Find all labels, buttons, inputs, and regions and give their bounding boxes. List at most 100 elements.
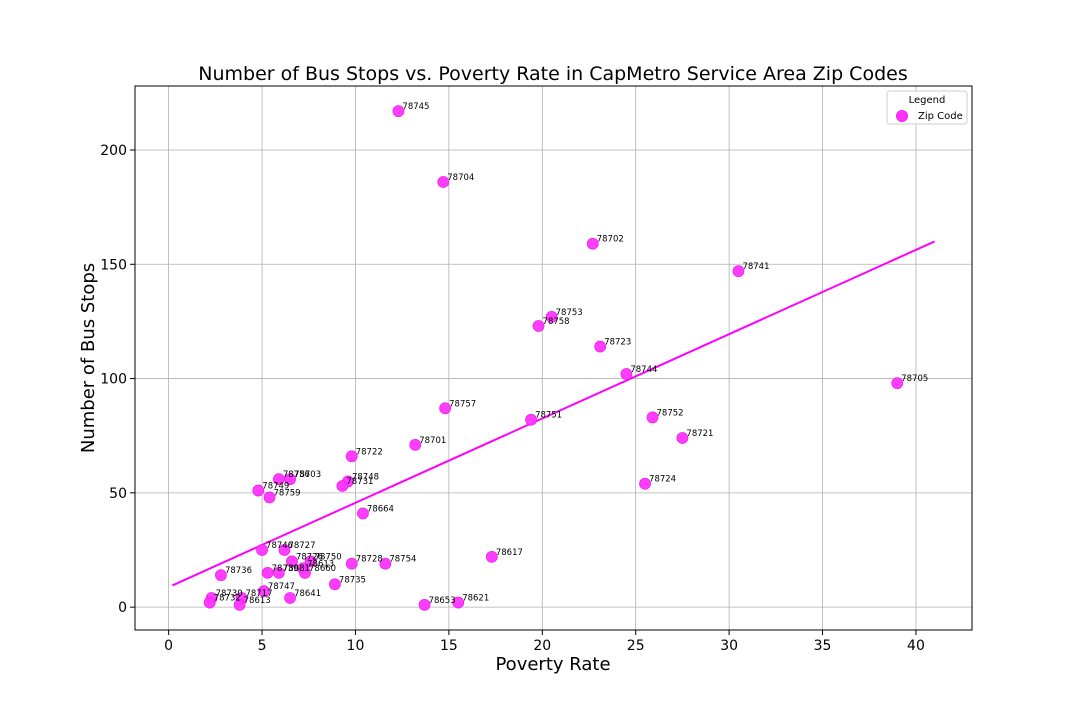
y-tick-label: 50 [109, 486, 127, 502]
point-label-78751: 78751 [535, 411, 562, 421]
y-tick-label: 100 [100, 372, 127, 388]
point-label-78681: 78681 [283, 564, 310, 574]
point-label-78730: 78730 [216, 589, 243, 599]
data-point-78745 [392, 105, 405, 118]
y-tick-label: 200 [100, 143, 127, 159]
plot-area-frame [134, 85, 973, 631]
data-point-78664 [357, 507, 369, 520]
data-point-78749 [252, 484, 265, 497]
data-point-78681 [272, 566, 285, 579]
data-point-78758 [532, 320, 545, 332]
data-point-78752 [646, 411, 659, 424]
grid-lines [135, 86, 972, 630]
point-label-78754: 78754 [389, 555, 416, 565]
data-point-78728 [345, 557, 358, 570]
point-label-78745: 78745 [402, 102, 429, 112]
x-tick-label: 25 [627, 638, 645, 654]
point-label-78702: 78702 [597, 235, 624, 245]
point-label-78758: 78758 [543, 317, 570, 327]
data-point-78721 [676, 432, 689, 444]
data-point-78722 [345, 450, 358, 463]
point-label-78705: 78705 [901, 374, 928, 384]
data-point-78750 [304, 555, 317, 568]
point-label-78736: 78736 [225, 566, 252, 576]
y-tick-label: 0 [118, 600, 127, 616]
data-point-78617 [485, 550, 498, 563]
point-label-78703: 78703 [294, 470, 321, 480]
point-label-78621: 78621 [462, 594, 489, 604]
point-label-78749: 78749 [262, 482, 289, 492]
data-point-78621 [452, 596, 465, 609]
point-label-78744: 78744 [630, 365, 657, 375]
data-point-78724 [639, 477, 651, 490]
point-label-78728: 78728 [356, 555, 383, 565]
data-point-78741 [732, 265, 745, 278]
legend-marker [896, 110, 908, 122]
point-label-78717: 78717 [245, 589, 272, 599]
point-label-78660: 78660 [309, 564, 336, 574]
y-tick-label: 150 [100, 257, 127, 273]
point-label-78747: 78747 [268, 582, 295, 592]
data-point-78731 [336, 480, 349, 492]
y-axis-label: Number of Bus Stops [78, 263, 99, 453]
point-label-78613: 78613 [307, 559, 334, 569]
x-axis-label: Poverty Rate [495, 654, 610, 675]
point-label-78721: 78721 [686, 429, 713, 439]
legend-title: Legend [909, 95, 946, 106]
x-tick-label: 0 [164, 638, 173, 654]
point-label-78753: 78753 [556, 308, 583, 318]
point-label-78726: 78726 [296, 552, 323, 562]
data-point-78613 [233, 598, 246, 611]
chart-title: Number of Bus Stops vs. Poverty Rate in … [198, 63, 907, 85]
x-tick-label: 10 [347, 638, 365, 654]
data-point-78736 [215, 569, 227, 582]
point-label-78750: 78750 [315, 552, 342, 562]
data-point-78753 [545, 310, 558, 323]
x-tick-label: 30 [720, 638, 738, 654]
point-label-78704: 78704 [447, 173, 474, 183]
point-label-78748: 78748 [352, 472, 379, 482]
data-point-78727 [278, 544, 291, 556]
data-point-78660 [299, 566, 311, 579]
x-tick-label: 40 [907, 638, 925, 654]
point-label-78739: 78739 [272, 564, 299, 574]
trendline [171, 240, 936, 587]
data-point-78747 [258, 585, 270, 598]
data-point-78746 [256, 544, 268, 556]
data-points [203, 105, 904, 611]
point-label-78727: 78727 [288, 541, 315, 551]
trendline-group [171, 240, 936, 587]
data-point-78702 [586, 237, 599, 250]
x-tick-label: 15 [440, 638, 458, 654]
point-label-78641: 78641 [294, 589, 321, 599]
point-label-78735: 78735 [339, 575, 366, 585]
point-label-78759: 78759 [274, 488, 301, 498]
legend: Legend Zip Code [886, 90, 968, 125]
point-label-78757: 78757 [449, 399, 476, 409]
data-point-78653 [418, 598, 431, 611]
data-point-78703 [284, 473, 296, 486]
data-point-78723 [594, 340, 607, 353]
point-label-78617: 78617 [496, 548, 523, 558]
point-label-78752: 78752 [657, 408, 684, 418]
data-point-78751 [525, 413, 537, 426]
point-label-78723: 78723 [604, 338, 631, 348]
point-label-78664: 78664 [367, 504, 394, 514]
x-tick-label: 5 [258, 638, 267, 654]
data-point-78754 [379, 557, 392, 570]
data-point-78757 [439, 402, 452, 415]
point-label-78722: 78722 [356, 447, 383, 457]
x-tick-label: 20 [533, 638, 551, 654]
data-point-78732 [203, 596, 216, 609]
data-point-78701 [409, 438, 422, 451]
point-label-78701: 78701 [419, 436, 446, 446]
point-label-78741: 78741 [742, 262, 769, 272]
data-point-78735 [329, 578, 341, 591]
point-label-78653: 78653 [429, 596, 456, 606]
data-point-78705 [891, 377, 904, 390]
x-tick-label: 35 [814, 638, 832, 654]
point-label-78724: 78724 [649, 475, 676, 485]
data-point-78759 [263, 491, 276, 504]
